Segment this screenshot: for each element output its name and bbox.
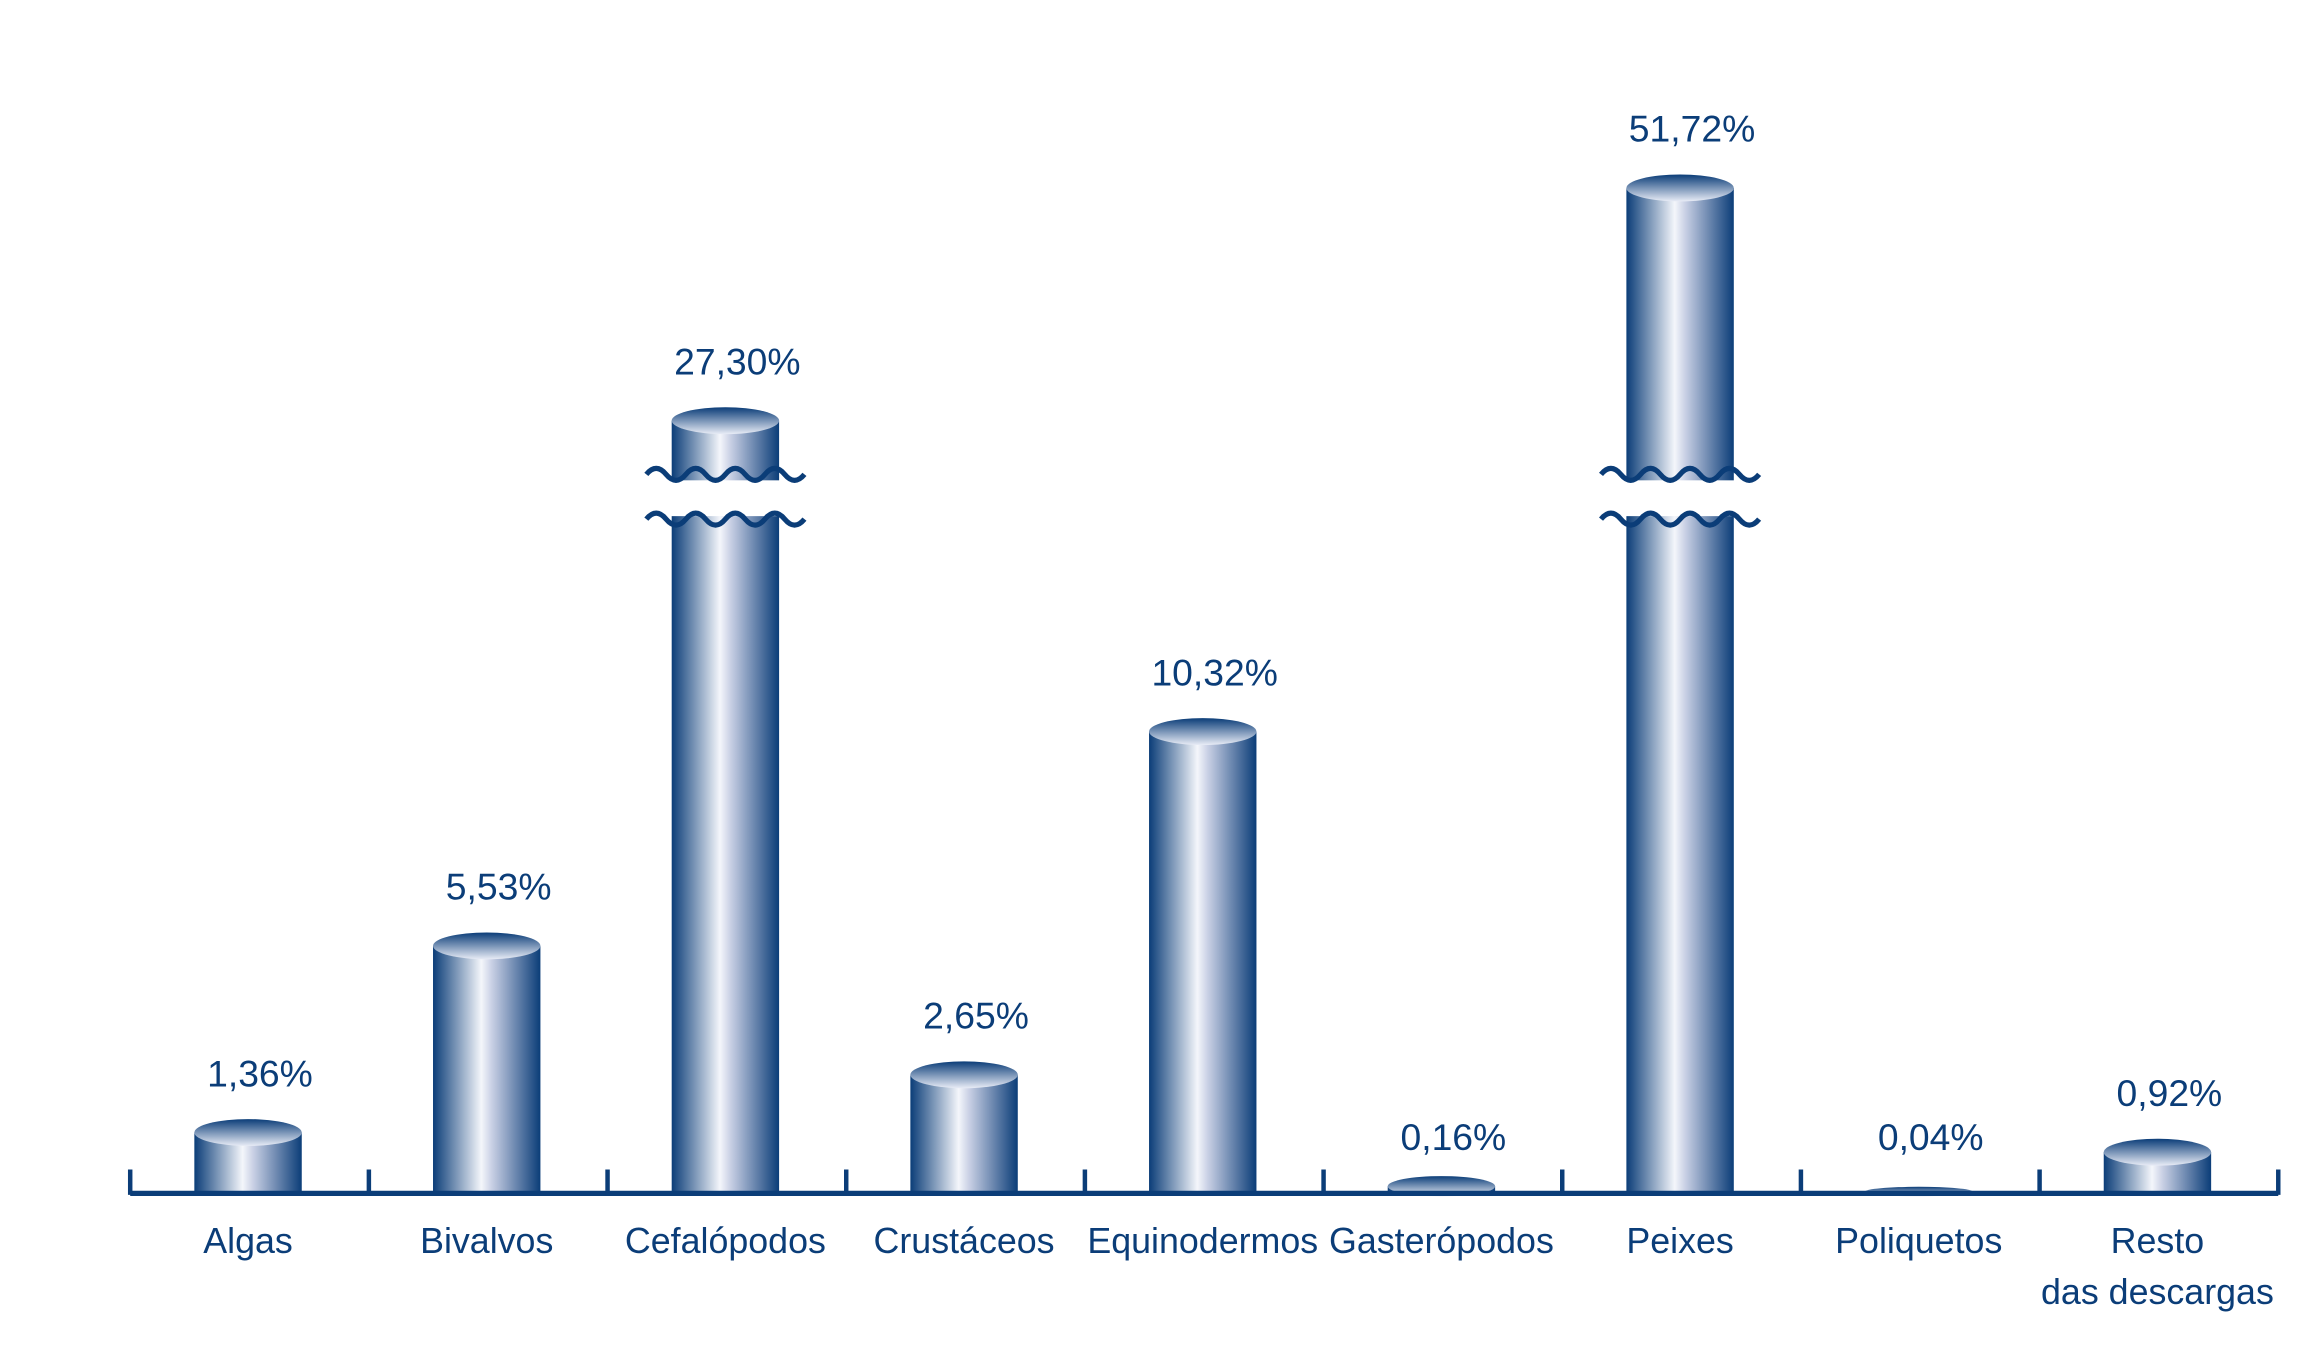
axis-break xyxy=(644,465,807,528)
bar-body xyxy=(1626,187,1734,1194)
bar-cap xyxy=(910,1061,1018,1089)
bar-cap xyxy=(2103,1138,2212,1166)
x-tick-label: Resto xyxy=(2111,1221,2205,1261)
data-label: 27,30% xyxy=(674,340,800,382)
x-tick-label: Bivalvos xyxy=(420,1221,553,1261)
bar-cap xyxy=(433,932,541,960)
x-tick-label: Peixes xyxy=(1626,1221,1733,1261)
data-label: 0,92% xyxy=(2117,1072,2223,1114)
bar-body xyxy=(433,945,541,1194)
bar-cefalópodos xyxy=(644,407,807,1194)
bar-cap xyxy=(1626,174,1734,202)
data-label: 10,32% xyxy=(1151,651,1277,693)
bar-crustáceos xyxy=(910,1061,1018,1194)
data-label: 5,53% xyxy=(446,866,552,908)
bar-resto-das-descargas xyxy=(2103,1138,2212,1194)
bar-body xyxy=(1149,731,1257,1194)
bar-cap xyxy=(194,1119,302,1146)
bar-equinodermos xyxy=(1149,718,1257,1194)
x-tick-label: Crustáceos xyxy=(874,1221,1055,1261)
x-tick-label: Cefalópodos xyxy=(625,1221,826,1261)
data-label: 0,16% xyxy=(1400,1116,1506,1158)
bar-body xyxy=(910,1074,1018,1194)
bar-peixes xyxy=(1599,174,1762,1194)
bar-algas xyxy=(194,1119,302,1194)
bar-body xyxy=(671,420,780,1194)
data-label: 2,65% xyxy=(923,995,1029,1037)
x-tick-label: Gasterópodos xyxy=(1329,1221,1554,1261)
x-tick-label: Equinodermos xyxy=(1087,1221,1318,1261)
bar-cap xyxy=(1149,718,1257,745)
x-tick-label: Algas xyxy=(203,1221,293,1261)
bar-bivalvos xyxy=(433,932,541,1194)
data-label: 1,36% xyxy=(207,1052,313,1094)
data-label: 51,72% xyxy=(1629,108,1755,150)
bar-cap xyxy=(671,407,780,435)
axis-break xyxy=(1599,465,1762,528)
data-label: 0,04% xyxy=(1878,1116,1984,1158)
x-tick-label: Poliquetos xyxy=(1835,1221,2002,1261)
x-tick-label: das descargas xyxy=(2041,1272,2274,1312)
